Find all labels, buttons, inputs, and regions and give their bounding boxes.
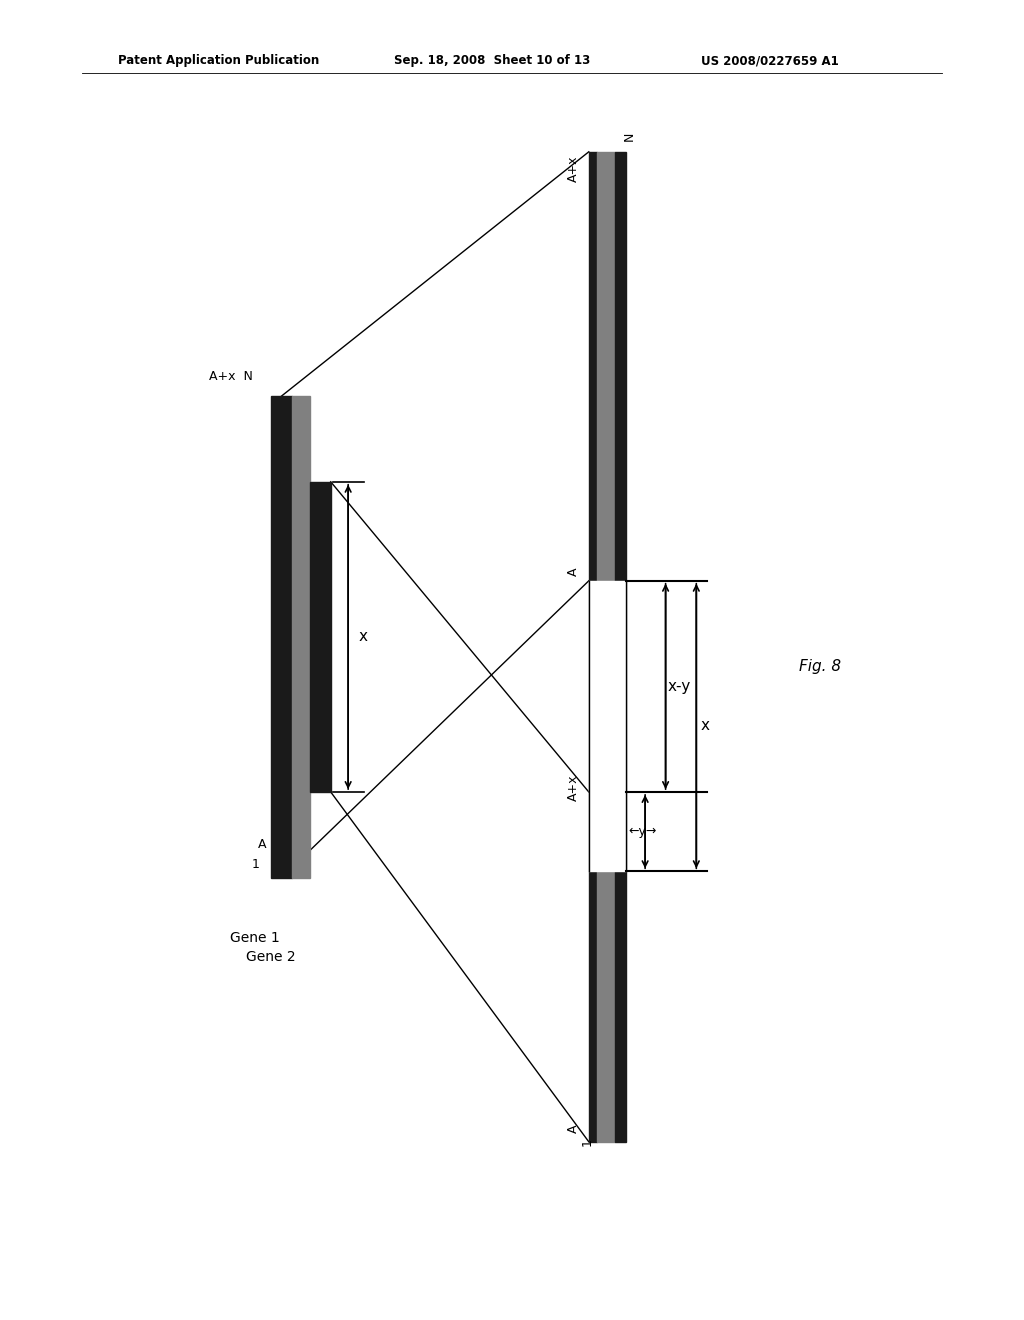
Text: x: x bbox=[358, 628, 368, 644]
Text: A: A bbox=[566, 1125, 580, 1133]
Text: N: N bbox=[623, 132, 636, 141]
Text: x-y: x-y bbox=[668, 678, 691, 694]
Text: x: x bbox=[700, 718, 710, 734]
Text: ←y→: ←y→ bbox=[629, 825, 657, 838]
Text: Sep. 18, 2008  Sheet 10 of 13: Sep. 18, 2008 Sheet 10 of 13 bbox=[394, 54, 591, 67]
Text: 1: 1 bbox=[251, 858, 259, 871]
Bar bbox=[597, 152, 615, 1142]
Bar bbox=[271, 396, 292, 878]
Text: US 2008/0227659 A1: US 2008/0227659 A1 bbox=[701, 54, 840, 67]
Bar bbox=[310, 482, 331, 792]
Bar bbox=[589, 152, 597, 1142]
Text: A+x: A+x bbox=[566, 156, 580, 182]
Text: A: A bbox=[258, 838, 266, 851]
Text: Fig. 8: Fig. 8 bbox=[799, 659, 841, 675]
Text: A: A bbox=[566, 568, 580, 576]
Text: Gene 2: Gene 2 bbox=[246, 950, 295, 965]
Bar bbox=[589, 581, 626, 871]
Text: 1: 1 bbox=[581, 1138, 593, 1146]
Text: Patent Application Publication: Patent Application Publication bbox=[118, 54, 319, 67]
Bar bbox=[615, 152, 626, 1142]
Text: Gene 1: Gene 1 bbox=[230, 931, 281, 945]
Text: A+x: A+x bbox=[566, 775, 580, 801]
Bar bbox=[292, 396, 310, 878]
Text: A+x  N: A+x N bbox=[209, 370, 253, 383]
